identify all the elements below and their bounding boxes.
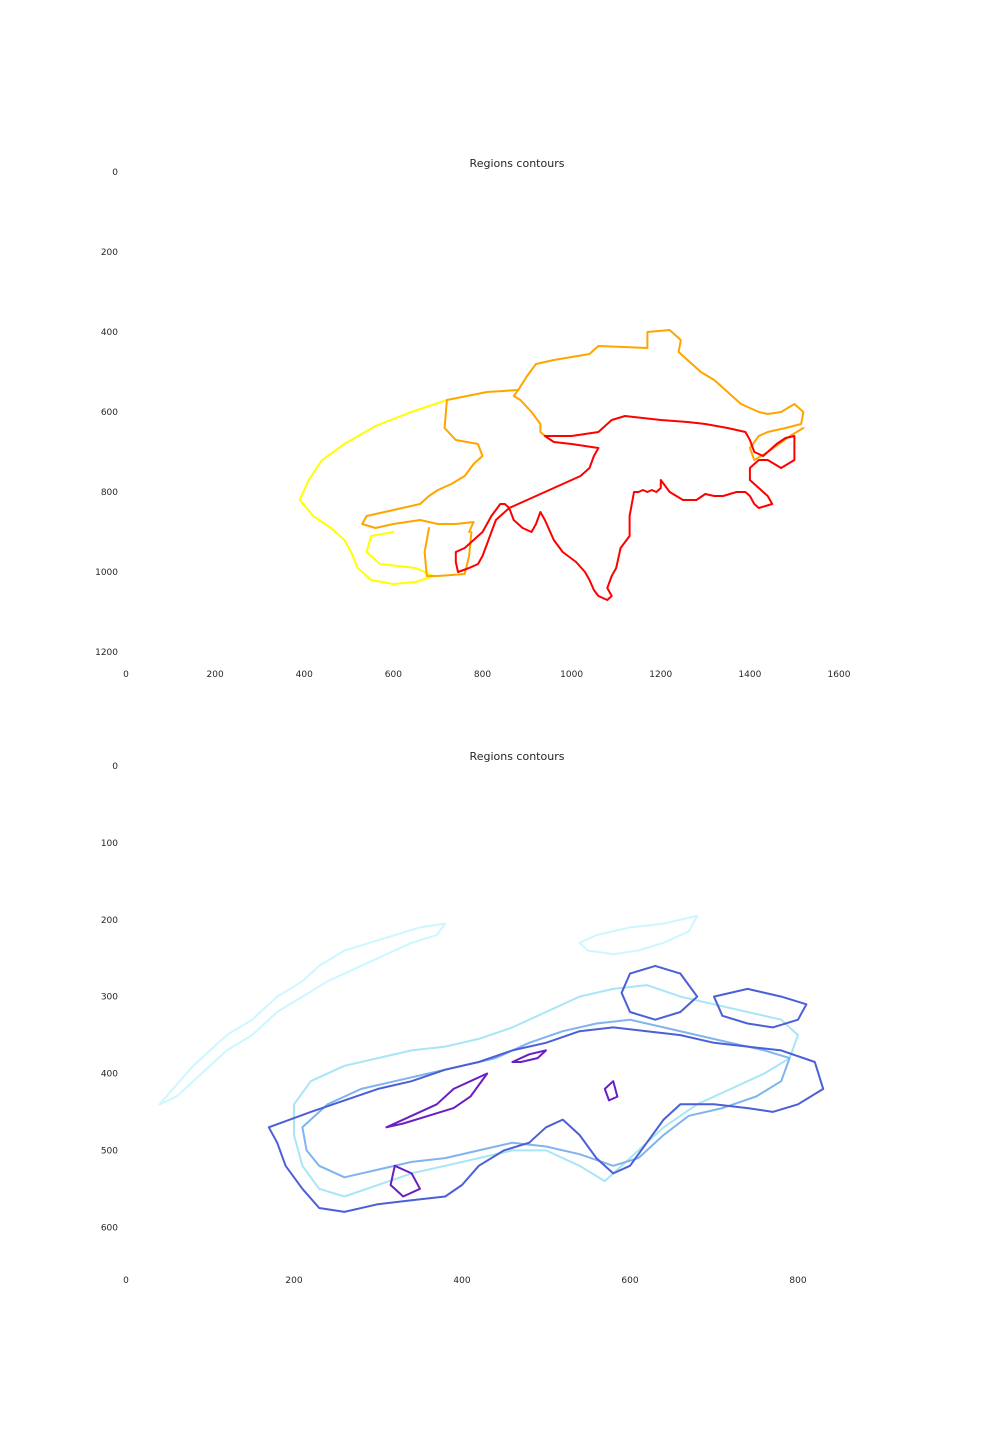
contour-line-7: [713, 987, 808, 1029]
y-tick-label: 400: [101, 1070, 118, 1080]
x-tick-label: 200: [285, 1276, 302, 1286]
x-tick-label: 1000: [560, 670, 583, 680]
x-tick-label: 1600: [828, 670, 851, 680]
contour-line-2: [578, 914, 699, 956]
x-tick-label: 800: [474, 670, 491, 680]
contour-line-3: [293, 984, 799, 1198]
contour-lines: [298, 329, 805, 601]
chart-title: Regions contours: [470, 750, 565, 763]
contour-line-8: [385, 1072, 489, 1129]
x-tick-label: 1200: [649, 670, 672, 680]
contour-line-9: [511, 1049, 547, 1063]
y-tick-label: 400: [101, 328, 118, 338]
y-tick-label: 1000: [95, 568, 118, 578]
top-contour-panel: Regions contours 0 200 400 600 800 1000 1200 0…: [95, 157, 851, 680]
y-tick-label: 300: [101, 993, 118, 1003]
contour-line-10: [389, 1164, 421, 1198]
contour-line-2: [445, 329, 805, 461]
y-tick-label: 600: [101, 408, 118, 418]
contour-line-3: [361, 399, 484, 533]
contour-line-6: [454, 415, 796, 601]
y-tick-labels: 0 200 400 600 800 1000 1200: [95, 168, 118, 658]
x-tick-label: 400: [296, 670, 313, 680]
x-tick-label: 200: [207, 670, 224, 680]
y-tick-labels: 0 100 200 300 400 500 600: [101, 762, 118, 1233]
y-tick-label: 200: [101, 916, 118, 926]
contour-line-6: [620, 964, 699, 1021]
y-tick-label: 0: [112, 762, 118, 772]
x-tick-label: 0: [123, 1276, 129, 1286]
contour-lines: [158, 914, 825, 1213]
contour-line-1: [298, 399, 448, 585]
chart-title: Regions contours: [470, 157, 565, 170]
contour-line-4: [423, 527, 473, 577]
y-tick-label: 100: [101, 839, 118, 849]
x-tick-label: 0: [123, 670, 129, 680]
contour-line-1: [158, 922, 447, 1106]
x-tick-label: 400: [453, 1276, 470, 1286]
y-tick-label: 500: [101, 1146, 118, 1156]
contour-line-5: [512, 389, 546, 437]
x-tick-label: 800: [789, 1276, 806, 1286]
contour-line-11: [603, 1080, 619, 1102]
x-tick-labels: 0 200 400 600 800 1000 1200 1400 1600: [123, 670, 851, 680]
contour-line-5: [267, 1026, 825, 1213]
y-tick-label: 1200: [95, 648, 118, 658]
y-tick-label: 200: [101, 248, 118, 258]
bottom-contour-panel: Regions contours 0 100 200 300 400 500 600 0 20…: [101, 750, 825, 1286]
x-tick-label: 600: [621, 1276, 638, 1286]
y-tick-label: 600: [101, 1223, 118, 1233]
y-tick-label: 0: [112, 168, 118, 178]
x-tick-label: 1400: [738, 670, 761, 680]
y-tick-label: 800: [101, 488, 118, 498]
x-tick-labels: 0 200 400 600 800: [123, 1276, 807, 1286]
x-tick-label: 600: [385, 670, 402, 680]
